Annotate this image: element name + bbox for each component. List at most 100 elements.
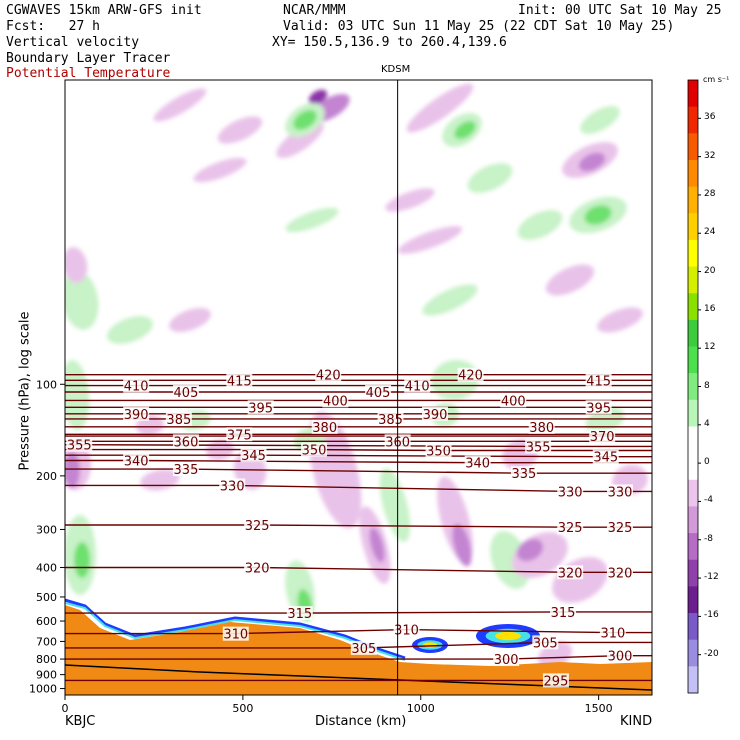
colorbar-swatch xyxy=(688,506,698,534)
vv-region xyxy=(65,360,90,430)
station-marker-label: KDSM xyxy=(381,64,411,75)
left-station-label: KBJC xyxy=(65,714,96,729)
y-axis-label: Pressure (hPa), log scale xyxy=(17,311,33,471)
vv-region xyxy=(545,264,595,296)
theta-label: 330 xyxy=(220,479,245,494)
colorbar-swatch xyxy=(688,266,698,294)
colorbar-tick-label: -4 xyxy=(704,495,713,506)
colorbar-swatch xyxy=(688,293,698,321)
theta-label-bg xyxy=(421,406,448,421)
theta-label-bg xyxy=(557,520,584,535)
cross-section-endpoints: XY= 150.5,136.9 to 260.4,139.6 xyxy=(272,35,507,50)
theta-label-bg xyxy=(532,635,559,650)
theta-label-bg xyxy=(525,439,552,454)
y-tick-label: 900 xyxy=(36,669,57,682)
theta-label-bg xyxy=(165,411,192,426)
colorbar-tick-label: 32 xyxy=(704,150,716,161)
vv-region xyxy=(406,83,474,133)
theta-label: 325 xyxy=(245,519,270,534)
colorbar-swatch xyxy=(688,80,698,108)
x-axis-label: Distance (km) xyxy=(315,714,407,729)
vv-region xyxy=(293,110,317,130)
vv-region xyxy=(578,152,606,172)
theta-label: 395 xyxy=(586,401,611,416)
theta-label: 335 xyxy=(174,463,199,478)
plot-area: 295 300 300 305 305 310 310 310 315 315 320 320 320 3… xyxy=(65,80,652,695)
theta-label-bg xyxy=(404,378,431,393)
theta-label: 335 xyxy=(512,467,537,482)
x-tick-label: 0 xyxy=(62,702,69,715)
theta-label-bg xyxy=(528,419,555,434)
theta-label-bg xyxy=(226,373,253,388)
theta-label: 330 xyxy=(558,485,583,500)
theta-label: 325 xyxy=(608,521,633,536)
theta-label-bg xyxy=(557,565,584,580)
valid-time: Valid: 03 UTC Sun 11 May 25 (22 CDT Sat … xyxy=(283,19,675,34)
theta-label-bg xyxy=(365,384,392,399)
vv-region xyxy=(169,307,211,333)
colorbar-swatch xyxy=(688,399,698,427)
y-tick-label: 200 xyxy=(36,470,57,483)
colorbar-tick-label: 0 xyxy=(704,457,710,468)
theta-label-bg xyxy=(377,411,404,426)
bl-tracer-blob xyxy=(495,631,521,641)
plot-frame xyxy=(64,79,653,696)
theta-contour-305 xyxy=(65,641,652,649)
colorbar-tick-label: 36 xyxy=(704,112,716,123)
vv-region xyxy=(379,468,411,542)
colorbar-swatch xyxy=(688,559,698,587)
theta-label: 385 xyxy=(166,413,191,428)
theta-label: 300 xyxy=(494,653,519,668)
vv-region xyxy=(397,226,463,254)
theta-label: 305 xyxy=(351,642,376,657)
bl-tracer-blob xyxy=(422,642,438,648)
theta-label: 350 xyxy=(426,444,451,459)
colorbar-tick-label: -8 xyxy=(704,533,713,544)
theta-contour-335 xyxy=(65,468,652,474)
vv-region xyxy=(369,527,385,563)
theta-label-bg xyxy=(286,606,313,621)
field-vertical-velocity: Vertical velocity xyxy=(6,35,140,50)
theta-contour-300 xyxy=(65,655,652,660)
theta-label-bg xyxy=(244,517,271,532)
potential-temperature-labels: 295 300 300 305 305 310 310 310 315 315 320 320 320 3… xyxy=(66,367,633,689)
theta-label-bg xyxy=(606,520,633,535)
model-title: CGWAVES 15km ARW-GFS init xyxy=(6,3,202,18)
colorbar-swatch xyxy=(688,346,698,374)
y-tick-label: 400 xyxy=(36,561,57,574)
theta-label: 375 xyxy=(227,428,252,443)
theta-label: 310 xyxy=(600,627,625,642)
right-station-label: KIND xyxy=(620,714,653,729)
theta-label-bg xyxy=(464,455,491,470)
theta-label: 325 xyxy=(558,521,583,536)
colorbar-tick-label: -12 xyxy=(704,572,719,583)
theta-label: 310 xyxy=(223,628,248,643)
theta-label-bg xyxy=(599,625,626,640)
vv-region xyxy=(193,157,247,183)
theta-label: 380 xyxy=(312,421,337,436)
vv-region xyxy=(516,538,544,562)
theta-label: 385 xyxy=(378,413,403,428)
y-tick-label: 1000 xyxy=(29,683,57,696)
colorbar-swatch xyxy=(688,586,698,614)
theta-label: 415 xyxy=(227,374,252,389)
x-tick-label: 500 xyxy=(232,702,253,715)
theta-label: 395 xyxy=(248,401,273,416)
colorbar-swatch xyxy=(688,613,698,641)
colorbar-swatch xyxy=(688,479,698,507)
theta-label-bg xyxy=(457,367,484,382)
theta-label: 340 xyxy=(124,454,149,469)
theta-label: 400 xyxy=(501,394,526,409)
theta-label-bg xyxy=(592,449,619,464)
theta-label-bg xyxy=(311,419,338,434)
colorbar-swatch xyxy=(688,453,698,481)
theta-label: 390 xyxy=(124,408,149,423)
theta-label: 400 xyxy=(323,394,348,409)
vv-region xyxy=(597,307,643,333)
theta-label-bg xyxy=(493,652,520,667)
theta-label: 360 xyxy=(174,435,199,450)
theta-label-bg xyxy=(172,384,199,399)
x-tick-label: 1000 xyxy=(407,702,435,715)
theta-label: 380 xyxy=(529,421,554,436)
vv-region xyxy=(452,523,472,567)
